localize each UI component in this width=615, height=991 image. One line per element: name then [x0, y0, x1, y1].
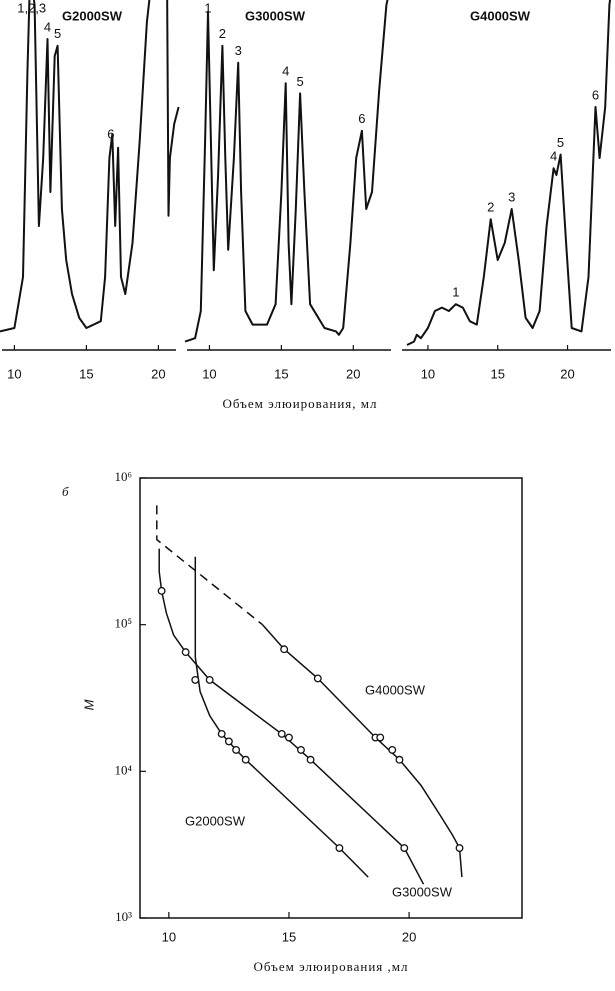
peak-label: 5 [557, 135, 564, 150]
plot-area [156, 505, 464, 885]
y-tick-label: 10³ [115, 909, 132, 924]
x-tick-label: 10 [162, 929, 176, 944]
panel-title: G2000SW [62, 8, 123, 23]
panel-label: б [62, 484, 69, 499]
panel-title: G4000SW [470, 8, 531, 23]
data-point [285, 733, 293, 742]
extrapolated-curve [156, 505, 263, 626]
calibration-curve [158, 548, 425, 885]
data-point [205, 675, 214, 684]
chromatogram-line [406, 0, 612, 346]
x-tick-label: 15 [282, 929, 296, 944]
data-point [217, 729, 226, 738]
x-tick-label: 10 [7, 366, 21, 381]
peak-label: 4 [44, 19, 51, 34]
y-tick-label: 10⁴ [114, 762, 132, 777]
chromatogram-line [0, 0, 180, 333]
data-point [191, 675, 200, 684]
peak-label: 6 [107, 127, 114, 142]
series-label: G3000SW [392, 884, 453, 899]
x-tick-label: 10 [202, 366, 216, 381]
data-point [313, 674, 322, 683]
data-point [241, 755, 250, 764]
x-tick-label: 20 [151, 366, 165, 381]
peak-label: 5 [54, 26, 61, 41]
x-tick-label: 20 [560, 366, 574, 381]
data-point [395, 755, 404, 764]
data-point [297, 745, 305, 754]
data-point [455, 844, 464, 852]
peak-label: 2 [219, 26, 226, 41]
peak-label: 2 [487, 200, 494, 215]
series-label: G4000SW [365, 682, 426, 697]
data-point [157, 586, 166, 595]
peak-label: 5 [296, 74, 303, 89]
peak-label: 6 [592, 87, 599, 102]
panel [184, 0, 389, 343]
x-tick-label: 15 [274, 366, 288, 381]
x-tick-label: 10 [421, 366, 435, 381]
chromatogram-line [184, 0, 389, 343]
x-axis-label: Объем элюирования, мл [223, 396, 378, 411]
data-point [400, 844, 409, 852]
peak-label: 1 [204, 0, 211, 15]
data-point [224, 737, 233, 746]
y-axis-label: M [81, 699, 96, 710]
x-tick-label: 15 [490, 366, 504, 381]
x-tick-label: 20 [346, 366, 360, 381]
y-tick-label: 10⁶ [114, 469, 132, 484]
peak-label: 4 [282, 64, 289, 79]
calibration-curve [194, 556, 369, 878]
panel [406, 0, 612, 346]
plot-frame [139, 477, 523, 919]
peak-label: 1 [452, 285, 459, 300]
calibration-curve [261, 624, 463, 878]
panel [0, 0, 180, 333]
data-point [232, 745, 241, 754]
peak-label: 4 [550, 149, 557, 164]
data-point [335, 844, 344, 852]
data-point [181, 648, 190, 657]
peak-label: 3 [235, 43, 242, 58]
peak-label: 3 [508, 189, 515, 204]
x-tick-label: 20 [402, 929, 416, 944]
peak-label: 6 [358, 111, 365, 126]
peak-label: 1,2,3 [17, 0, 46, 15]
data-point [277, 729, 286, 738]
panel-title: G3000SW [245, 8, 306, 23]
x-tick-label: 15 [79, 366, 93, 381]
series-label: G2000SW [185, 813, 246, 828]
data-point [376, 733, 385, 742]
data-point [388, 745, 397, 754]
x-axis-label: Объем элюирования ,мл [254, 959, 409, 974]
y-tick-label: 10⁵ [114, 616, 132, 631]
data-point [280, 645, 289, 654]
data-point [306, 755, 315, 764]
